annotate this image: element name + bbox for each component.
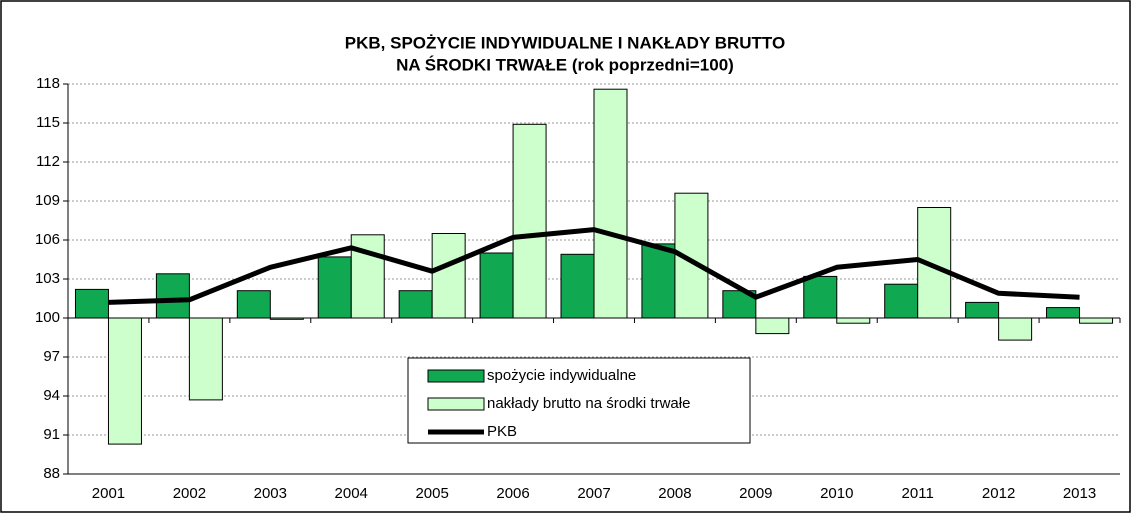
x-tick-label: 2011 [902, 485, 934, 502]
x-tick-label: 2006 [496, 485, 529, 502]
chart-title: NA ŚRODKI TRWAŁE (rok poprzedni=100) [396, 55, 734, 74]
bar [398, 290, 433, 319]
bar [641, 243, 676, 319]
bar [593, 88, 628, 319]
bar [560, 253, 595, 319]
x-tick-label: 2010 [820, 485, 853, 502]
bar [107, 317, 142, 445]
bar [188, 317, 223, 401]
bar [836, 317, 871, 324]
bar [998, 317, 1033, 341]
x-tick-label: 2009 [739, 485, 772, 502]
bar [317, 256, 352, 319]
x-tick-label: 2003 [254, 485, 287, 502]
y-tick-label: 91 [43, 426, 60, 443]
bar [965, 301, 1000, 319]
x-tick-label: 2005 [415, 485, 448, 502]
y-tick-label: 106 [35, 231, 60, 248]
x-tick-label: 2002 [173, 485, 206, 502]
y-tick-label: 112 [36, 153, 60, 170]
y-tick-label: 97 [43, 348, 60, 365]
bar [1046, 307, 1081, 319]
x-tick-label: 2001 [92, 485, 125, 502]
y-tick-label: 100 [35, 309, 60, 326]
bar [479, 252, 514, 319]
x-tick-label: 2007 [577, 485, 610, 502]
y-tick-label: 118 [36, 75, 60, 92]
bar [236, 290, 271, 319]
bar [803, 275, 838, 319]
bar [1079, 317, 1114, 324]
legend-label: PKB [487, 423, 517, 440]
chart-title: PKB, SPOŻYCIE INDYWIDUALNE I NAKŁADY BRU… [345, 33, 785, 52]
line [108, 227, 1080, 305]
legend-swatch [427, 369, 485, 383]
legend-label: spożycie indywidualne [487, 367, 636, 384]
y-tick-label: 94 [43, 387, 60, 404]
y-tick-label: 88 [43, 465, 60, 482]
bar [884, 283, 919, 319]
y-tick-label: 103 [35, 270, 60, 287]
x-tick-label: 2008 [658, 485, 691, 502]
bar [155, 273, 190, 319]
legend-label: nakłady brutto na środki trwałe [487, 395, 690, 412]
x-tick-label: 2013 [1063, 485, 1096, 502]
bar [755, 317, 790, 335]
y-tick-label: 115 [36, 114, 60, 131]
y-tick-label: 109 [35, 192, 60, 209]
legend-swatch [427, 397, 485, 411]
x-tick-label: 2012 [982, 485, 1015, 502]
bar [512, 123, 547, 319]
x-tick-label: 2004 [335, 485, 368, 502]
bar [431, 233, 466, 319]
bar [674, 192, 709, 319]
bar [269, 317, 304, 320]
bar [350, 234, 385, 319]
bar [74, 288, 109, 319]
